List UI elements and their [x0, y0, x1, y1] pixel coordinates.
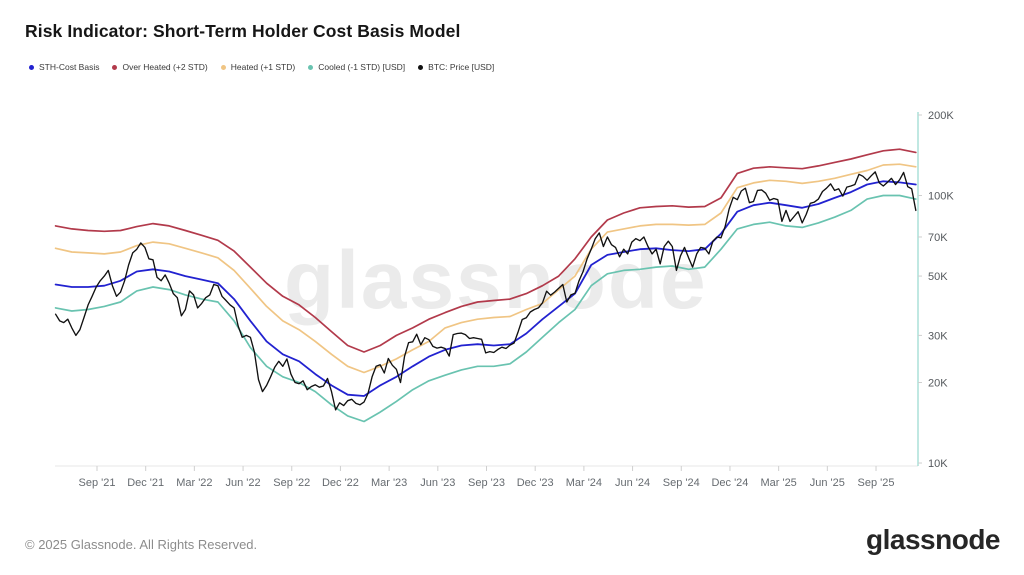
x-axis-label: Sep '23 — [468, 477, 505, 489]
legend-item-btc-price[interactable]: BTC: Price [USD] — [418, 62, 494, 72]
x-axis-label: Mar '23 — [371, 477, 407, 489]
x-axis-label: Mar '22 — [176, 477, 212, 489]
y-axis-label: 50K — [928, 271, 948, 283]
series-line-cooled-1-std-usd — [54, 194, 917, 423]
x-axis-label: Mar '24 — [566, 477, 602, 489]
y-axis-label: 10K — [928, 458, 948, 470]
legend-dot-sth-cost-basis — [29, 64, 34, 70]
x-axis-label: Sep '25 — [858, 477, 895, 489]
x-axis-label: Dec '23 — [517, 477, 554, 489]
x-axis-label: Jun '23 — [420, 477, 455, 489]
y-axis-label: 20K — [928, 378, 948, 390]
legend-label: STH-Cost Basis — [39, 62, 100, 72]
x-axis-label: Dec '22 — [322, 477, 359, 489]
legend-item-heated-1std[interactable]: Heated (+1 STD) — [220, 62, 296, 72]
legend-item-over-heated-2std[interactable]: Over Heated (+2 STD) — [112, 62, 208, 72]
legend-label: Heated (+1 STD) — [230, 62, 296, 72]
legend-label: Cooled (-1 STD) [USD] — [318, 62, 406, 72]
series-line-sth-cost-basis — [54, 180, 917, 397]
x-axis-label: Jun '25 — [810, 477, 845, 489]
y-axis-label: 30K — [928, 330, 948, 342]
legend-label: BTC: Price [USD] — [428, 62, 495, 72]
legend-label: Over Heated (+2 STD) — [122, 62, 208, 72]
legend-dot-over-heated-2std — [112, 64, 118, 70]
legend-dot-cooled-1std — [308, 64, 314, 70]
x-axis-label: Sep '21 — [79, 477, 116, 489]
x-axis-label: Jun '22 — [225, 477, 260, 489]
x-axis-label: Dec '21 — [127, 477, 164, 489]
y-axis-label: 100K — [928, 191, 954, 203]
legend-item-cooled-1std[interactable]: Cooled (-1 STD) [USD] — [308, 62, 405, 72]
y-axis-label: 70K — [928, 232, 948, 244]
chart-legend: STH-Cost Basis Over Heated (+2 STD) Heated… — [29, 62, 494, 72]
x-axis-label: Dec '24 — [711, 477, 748, 489]
copyright-text: © 2025 Glassnode. All Rights Reserved. — [25, 537, 258, 552]
series-line-btc-price-usd — [54, 171, 917, 411]
legend-dot-btc-price — [418, 64, 424, 70]
glassnode-logo: glassnode — [866, 524, 1000, 555]
y-axis-label: 200K — [928, 110, 954, 122]
series-line-heated-1-std — [54, 163, 917, 374]
x-axis-label: Jun '24 — [615, 477, 650, 489]
glassnode-watermark: glassnode — [284, 235, 708, 326]
x-axis-label: Mar '25 — [760, 477, 796, 489]
legend-dot-heated-1std — [220, 64, 226, 70]
x-axis-label: Sep '22 — [273, 477, 310, 489]
legend-item-sth-cost-basis[interactable]: STH-Cost Basis — [29, 62, 99, 72]
page-title: Risk Indicator: Short-Term Holder Cost B… — [25, 21, 461, 41]
x-axis-label: Sep '24 — [663, 477, 700, 489]
series-line-over-heated-2-std — [54, 148, 917, 353]
